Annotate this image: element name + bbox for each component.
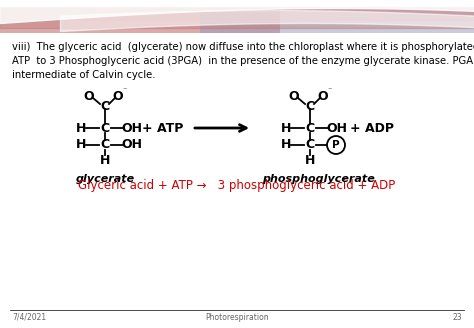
Text: H: H [281, 138, 291, 152]
Text: C: C [305, 138, 315, 152]
Text: H: H [100, 154, 110, 167]
Text: Photorespiration: Photorespiration [205, 313, 269, 321]
Text: H: H [76, 121, 86, 134]
Text: 7/4/2021: 7/4/2021 [12, 313, 46, 321]
Text: C: C [100, 121, 109, 134]
Text: P: P [332, 140, 340, 150]
Text: viii)  The glyceric acid  (glycerate) now diffuse into the chloroplast where it : viii) The glyceric acid (glycerate) now … [12, 42, 474, 52]
Text: 23: 23 [452, 313, 462, 321]
Text: O: O [84, 90, 94, 102]
Text: OH: OH [121, 138, 143, 152]
Polygon shape [200, 0, 474, 33]
Text: + ADP: + ADP [350, 121, 394, 134]
Text: + ATP: + ATP [142, 121, 184, 134]
Text: ⁻: ⁻ [328, 86, 332, 94]
Text: ATP  to 3 Phosphoglyceric acid (3PGA)  in the presence of the enzyme glycerate k: ATP to 3 Phosphoglyceric acid (3PGA) in … [12, 56, 474, 66]
Text: H: H [281, 121, 291, 134]
Text: C: C [305, 99, 315, 113]
Polygon shape [0, 0, 280, 33]
Text: phosphoglycerate: phosphoglycerate [262, 174, 374, 184]
Text: H: H [76, 138, 86, 152]
Text: H: H [305, 154, 315, 167]
Text: intermediate of Calvin cycle.: intermediate of Calvin cycle. [12, 70, 155, 80]
Text: O: O [113, 90, 123, 102]
Text: O: O [289, 90, 299, 102]
Text: C: C [100, 138, 109, 152]
Text: O: O [318, 90, 328, 102]
Text: ⁻: ⁻ [123, 86, 127, 94]
Text: Glyceric acid + ATP →   3 phosphoglyceric acid + ADP: Glyceric acid + ATP → 3 phosphoglyceric … [78, 178, 396, 192]
Text: glycerate: glycerate [75, 174, 135, 184]
Text: C: C [100, 99, 109, 113]
Text: OH: OH [327, 121, 347, 134]
Text: C: C [305, 121, 315, 134]
Text: OH: OH [121, 121, 143, 134]
